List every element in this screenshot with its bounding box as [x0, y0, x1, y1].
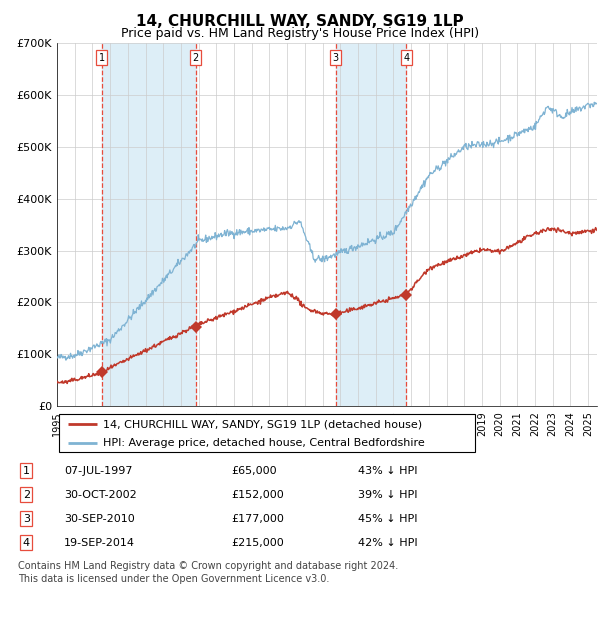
Text: 3: 3 — [333, 53, 339, 63]
Text: £152,000: £152,000 — [231, 490, 284, 500]
Text: 1: 1 — [23, 466, 30, 476]
Text: 2: 2 — [23, 490, 30, 500]
Text: 2: 2 — [193, 53, 199, 63]
Text: Price paid vs. HM Land Registry's House Price Index (HPI): Price paid vs. HM Land Registry's House … — [121, 27, 479, 40]
Text: 39% ↓ HPI: 39% ↓ HPI — [358, 490, 417, 500]
Text: 14, CHURCHILL WAY, SANDY, SG19 1LP: 14, CHURCHILL WAY, SANDY, SG19 1LP — [136, 14, 464, 29]
Text: 1: 1 — [98, 53, 104, 63]
Text: £215,000: £215,000 — [231, 538, 284, 548]
FancyBboxPatch shape — [59, 414, 475, 453]
Text: 14, CHURCHILL WAY, SANDY, SG19 1LP (detached house): 14, CHURCHILL WAY, SANDY, SG19 1LP (deta… — [103, 419, 422, 429]
Text: This data is licensed under the Open Government Licence v3.0.: This data is licensed under the Open Gov… — [18, 574, 329, 583]
Text: HPI: Average price, detached house, Central Bedfordshire: HPI: Average price, detached house, Cent… — [103, 438, 425, 448]
Text: 4: 4 — [403, 53, 409, 63]
Text: £177,000: £177,000 — [231, 514, 284, 524]
Text: 19-SEP-2014: 19-SEP-2014 — [64, 538, 135, 548]
Text: 30-SEP-2010: 30-SEP-2010 — [64, 514, 134, 524]
Text: £65,000: £65,000 — [231, 466, 277, 476]
Text: 07-JUL-1997: 07-JUL-1997 — [64, 466, 133, 476]
Text: 45% ↓ HPI: 45% ↓ HPI — [358, 514, 417, 524]
Bar — [336, 43, 406, 406]
Text: Contains HM Land Registry data © Crown copyright and database right 2024.: Contains HM Land Registry data © Crown c… — [18, 561, 398, 571]
Bar — [101, 43, 196, 406]
Text: 42% ↓ HPI: 42% ↓ HPI — [358, 538, 417, 548]
Text: 30-OCT-2002: 30-OCT-2002 — [64, 490, 137, 500]
Text: 4: 4 — [23, 538, 30, 548]
Text: 3: 3 — [23, 514, 30, 524]
Text: 43% ↓ HPI: 43% ↓ HPI — [358, 466, 417, 476]
